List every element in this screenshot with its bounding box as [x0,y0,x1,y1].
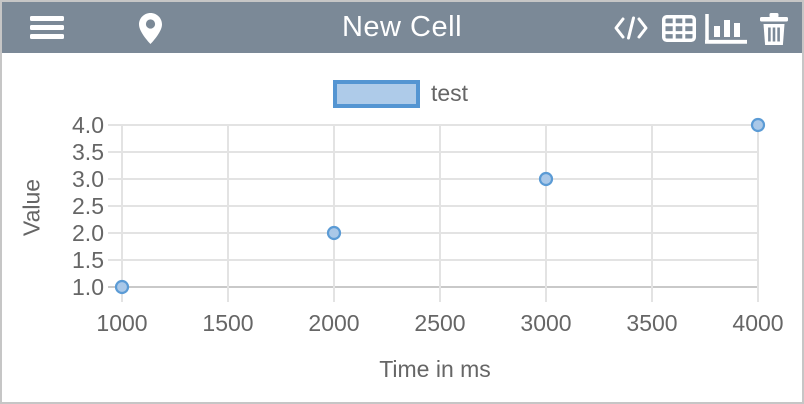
code-view-icon[interactable] [614,15,648,41]
trash-icon[interactable] [760,13,788,45]
data-point[interactable] [114,279,130,295]
x-tick-label: 2000 [308,310,359,336]
y-tick-label: 1.0 [72,274,104,300]
data-point[interactable] [750,117,766,133]
y-tick-label: 2.0 [72,220,104,246]
x-tick-label: 3000 [520,310,571,336]
y-tick-label: 4.0 [72,112,104,138]
y-axis-title: Value [18,178,45,237]
x-tick-label: 2500 [414,310,465,336]
chart-view-icon[interactable] [705,13,747,44]
location-pin-icon[interactable] [139,13,162,44]
legend-swatch [333,79,420,108]
x-tick-label: 3500 [626,310,677,336]
y-tick-label: 3.5 [72,139,104,165]
chart-area: 1.0 1.5 2.0 2.5 3.0 3.5 4.0 1000 1500 2000 2500 300… [2,53,802,402]
table-view-icon[interactable] [662,15,696,42]
y-tick-label: 2.5 [72,193,104,219]
x-tick-label: 4000 [732,310,783,336]
x-tick-label: 1500 [202,310,253,336]
data-point[interactable] [326,225,342,241]
data-point[interactable] [538,171,554,187]
legend[interactable]: test [333,79,468,108]
scatter-plot: 1.01.52.02.53.03.54.0 1000 1500 2000 2500 300… [72,112,784,336]
x-axis-title: Time in ms [379,356,491,382]
y-tick-label: 1.5 [72,247,104,273]
hamburger-menu-icon[interactable] [30,16,64,40]
y-tick-label: 3.0 [72,166,104,192]
x-tick-label: 1000 [96,310,147,336]
cell-title: New Cell [341,11,463,43]
cell-header: New Cell [2,2,802,53]
legend-label: test [431,80,469,106]
